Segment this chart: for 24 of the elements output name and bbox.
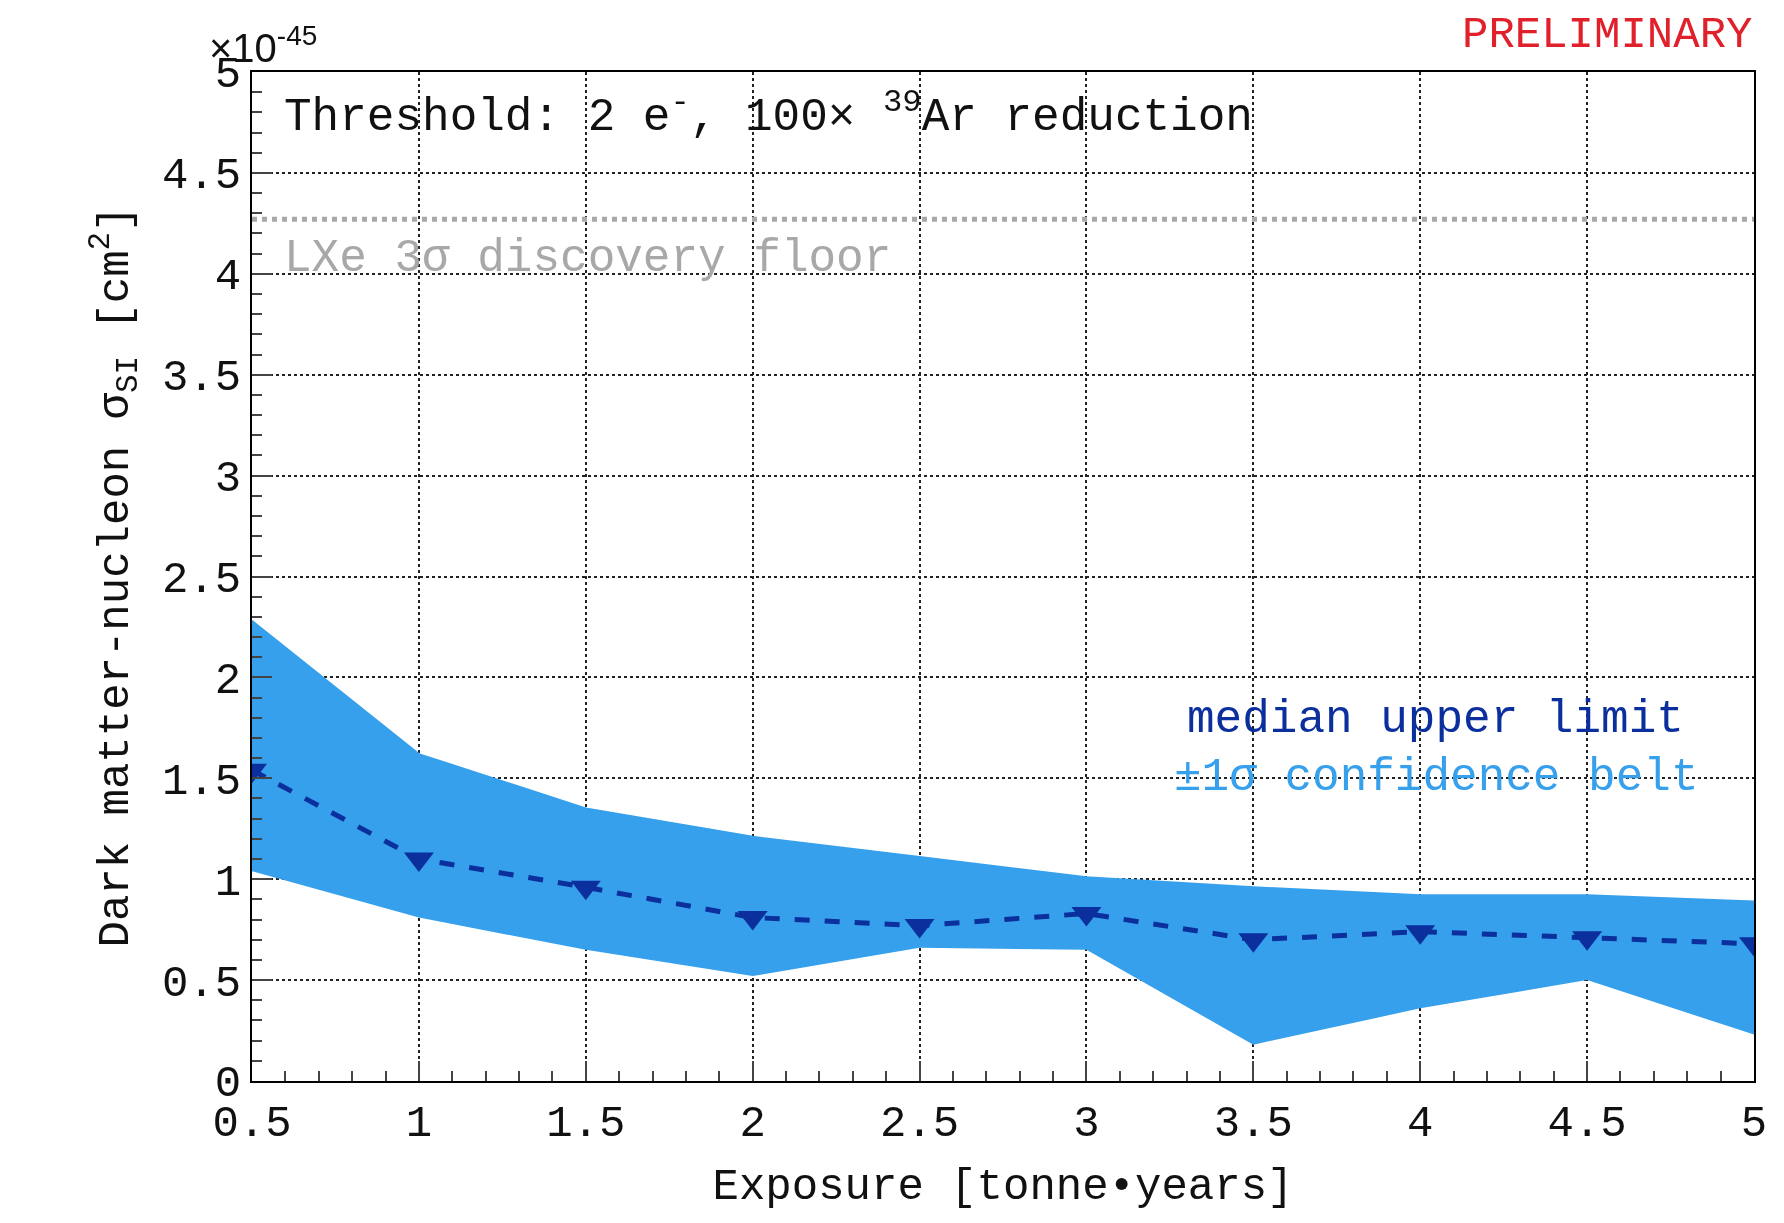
text: PRELIMINARY: [1462, 10, 1753, 60]
y-tick-label: 4: [214, 252, 242, 303]
series-label: ±1σ confidence belt: [1174, 752, 1699, 804]
x-tick-label: 1: [405, 1098, 433, 1149]
x-tick-label: 5: [1740, 1098, 1768, 1149]
y-tick-label: 3.5: [161, 353, 242, 404]
x-tick-label: 2: [739, 1098, 766, 1149]
x-axis-title: Exposure [tonne•years]: [712, 1161, 1294, 1212]
y-tick-label: 1.5: [161, 756, 242, 807]
y-tick-label: 2.5: [161, 554, 242, 605]
ref-line-label: LXe 3σ discovery floor: [284, 233, 892, 285]
x-tick-label: 4: [1407, 1098, 1434, 1149]
y-tick-label: 3: [214, 454, 242, 504]
y-tick-label: 4.5: [161, 151, 242, 202]
y-tick-label: 1: [214, 857, 242, 908]
text: median upper limit: [1187, 694, 1684, 746]
x-tick-label: 3.5: [1213, 1098, 1293, 1149]
x-tick-label: 2.5: [879, 1098, 960, 1149]
y-tick-label: 2: [214, 655, 242, 706]
x-tick-label: 1.5: [546, 1098, 626, 1149]
x-tick-label: 3: [1073, 1098, 1100, 1149]
annotation: Threshold: 2 e$^{-}$, 100× $^{39}$Ar reduction: [284, 84, 1253, 145]
y-tick-label: 0.5: [161, 958, 242, 1009]
x-tick-label: 4.5: [1547, 1098, 1627, 1149]
